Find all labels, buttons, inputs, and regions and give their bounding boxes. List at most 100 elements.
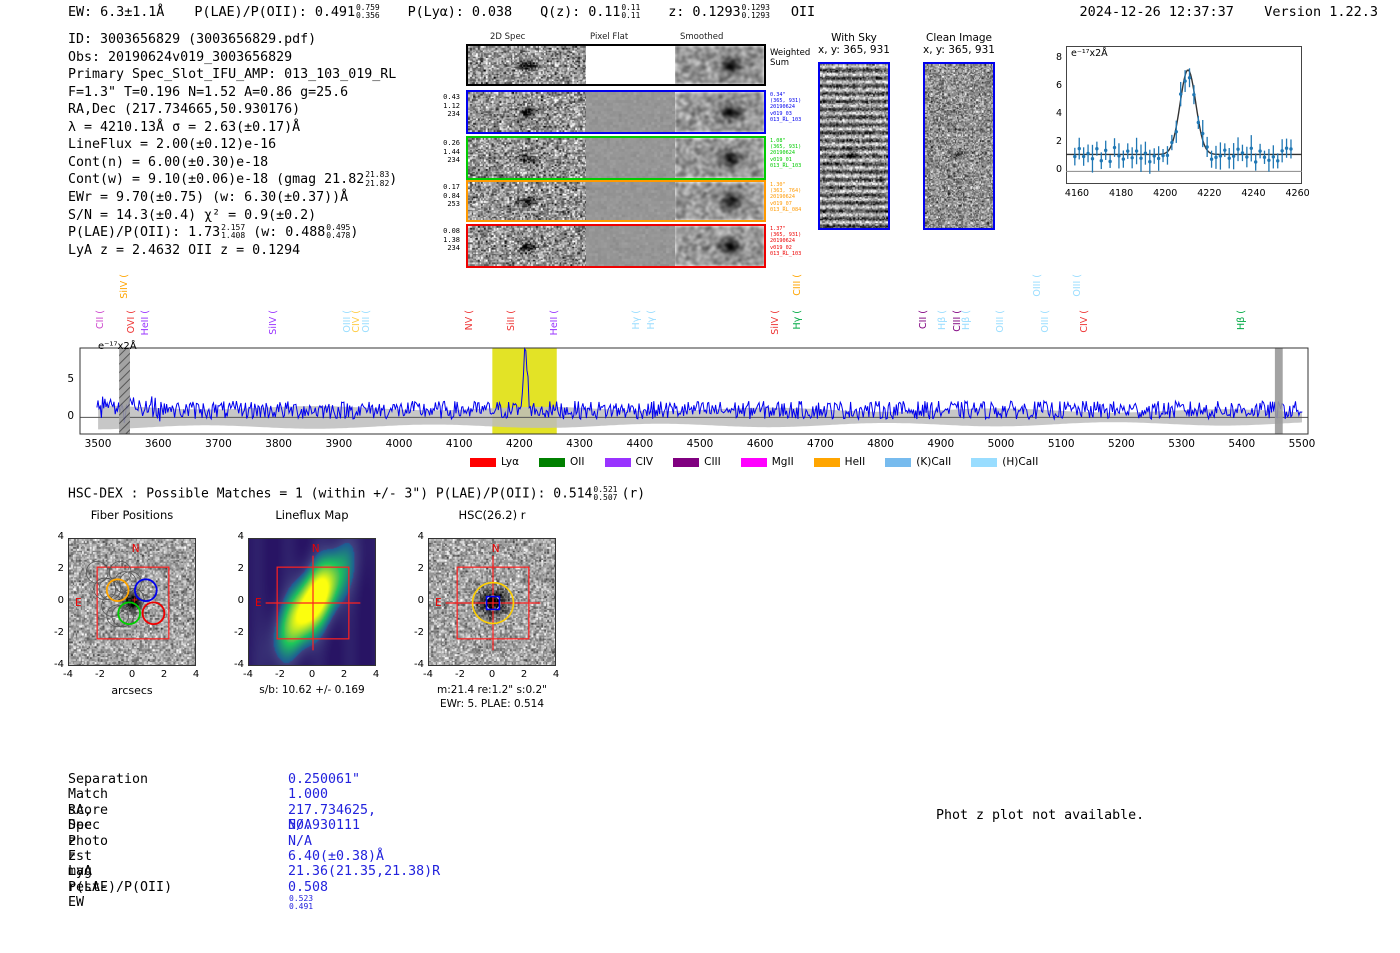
zoom-plot-xtick: 4260	[1285, 188, 1310, 199]
sky-panel-title: Clean Image	[925, 32, 993, 44]
legend-item: OII	[539, 456, 585, 468]
emission-line-label: Hβ (	[1235, 310, 1247, 330]
info-plae-upper: 2.157	[221, 223, 246, 233]
legend-item: (K)CaII	[885, 456, 951, 468]
spec2d-row	[466, 90, 766, 134]
full-spectrum-ytick: 5	[67, 372, 74, 385]
zoom-plot-ytick: 8	[1055, 51, 1062, 63]
spec2d-meta-line: 013_RL_103	[770, 162, 802, 169]
legend-item: HeII	[813, 456, 865, 468]
zoom-plot-axes	[1066, 46, 1302, 184]
with-sky-image	[818, 62, 890, 230]
full-spectrum-xtick: 3800	[265, 438, 292, 450]
legend-swatch	[885, 457, 912, 467]
info-plae-w-upper: 0.495	[326, 223, 351, 233]
zoom-plot-xtick: 4200	[1153, 188, 1178, 199]
weighted-sum-line: Weighted	[770, 48, 811, 58]
info-line-lambda: λ = 4210.13Å σ = 2.63(±0.17)Å	[68, 119, 301, 135]
legend-swatch	[470, 457, 496, 467]
emission-line-label: OIII (	[1072, 274, 1084, 297]
legend-swatch	[971, 457, 998, 467]
hsc-dex-heading-text: HSC-DEX : Possible Matches = 1 (within +…	[68, 486, 593, 502]
compass-north: N	[491, 543, 500, 555]
cutout-image-fiber-positions: + N E	[68, 538, 196, 666]
spec2d-row-stats: 0.43 1.12 234	[430, 93, 460, 119]
spec2d-cell-pixelflat	[586, 92, 676, 132]
sky-panel-caption: Clean Image x, y: 365, 931	[923, 32, 995, 56]
cutout-xtick: 2	[520, 669, 528, 680]
spec2d-stat-value: 0.08	[443, 227, 460, 235]
legend-swatch	[740, 457, 767, 467]
info-line-redshifts: LyA z = 2.4632 OII z = 0.1294	[68, 242, 301, 258]
match-value-lower: 0.491	[289, 902, 314, 912]
full-spectrum-xtick: 4200	[506, 438, 533, 450]
emission-line-label: SiII (	[506, 310, 518, 331]
legend-item: CIII	[673, 456, 721, 468]
cutout-xtick: 4	[552, 669, 560, 680]
zoom-plot-unit-label: e⁻¹⁷x2Å	[1071, 48, 1108, 59]
spec2d-meta-line: v019_07	[770, 200, 792, 207]
full-spectrum-xtick: 5500	[1288, 438, 1316, 450]
header-plya: P(Lyα): 0.038	[407, 4, 512, 21]
version-label: Version 1.22.3	[1264, 4, 1378, 20]
info-plae-text: P(LAE)/P(OII): 1.73	[68, 225, 221, 241]
timestamp: 2024-12-26 12:37:37	[1079, 4, 1234, 20]
zoom-plot-xtick: 4180	[1109, 188, 1134, 199]
match-value-upper: 0.523	[289, 894, 314, 904]
cutout-ytick: -2	[54, 627, 64, 638]
info-plae-w-text: (w: 0.488	[253, 225, 326, 241]
spec2d-cell-2dspec	[468, 138, 587, 178]
info-line-lineflux: LineFlux = 2.00(±0.12)e-16	[68, 137, 277, 153]
weighted-sum-line: Sum	[770, 58, 790, 68]
full-spectrum-xtick: 5300	[1168, 438, 1195, 450]
detection-info-block: ID: 3003656829 (3003656829.pdf) Obs: 201…	[68, 31, 397, 259]
compass-east: E	[75, 596, 82, 609]
spec2d-row-meta: 1.37" (365, 931) 20190624 v019_02 013_RL_103	[770, 226, 801, 257]
header-plae-upper: 0.759	[355, 3, 380, 12]
header-summary-line: EW: 6.3±1.1Å P(LAE)/P(OII): 0.491 0.759 0.…	[68, 3, 815, 21]
spec2d-stat-value: 234	[447, 156, 460, 165]
full-spectrum-xtick: 4900	[927, 438, 955, 450]
spec2d-cell-pixelflat	[586, 138, 676, 178]
header-timestamp-block: 2024-12-26 12:37:37 Version 1.22.3	[1079, 4, 1378, 20]
cutout-sublabel: m:21.4 re:1.2" s:0.2"	[437, 684, 547, 696]
spec2d-meta-line: 1.08"	[770, 138, 786, 144]
legend-item: (H)CaII	[971, 456, 1038, 468]
header-qz-upper: 0.11	[621, 3, 641, 12]
info-line-id: ID: 3003656829 (3003656829.pdf)	[68, 32, 317, 47]
full-spectrum-xtick: 3900	[325, 438, 353, 450]
spec2d-cell-smoothed	[675, 182, 764, 220]
emission-line-label: SiIV (	[268, 310, 280, 335]
emission-line-label: OIII (	[995, 310, 1006, 333]
legend-label: Lyα	[501, 456, 520, 468]
cutout-title: Lineflux Map	[275, 508, 349, 522]
cutout-title: Fiber Positions	[90, 508, 174, 522]
full-spectrum-unit-label: e⁻¹⁷x2Å	[98, 341, 137, 352]
cutout-ytick: 2	[57, 563, 64, 574]
emission-line-label: NV (	[464, 310, 476, 331]
header-plae-label: P(LAE)/P(OII):	[194, 4, 307, 21]
compass-east: E	[435, 596, 442, 609]
zoom-spectrum-plot: e⁻¹⁷x2Å 4160 4180 4200 4220 4240 4260 0 2 4 6 8	[1032, 46, 1312, 221]
svg-text:+: +	[132, 595, 138, 606]
spec2d-meta-line: 0.34"	[770, 92, 786, 98]
emission-line-label: CII (	[95, 310, 107, 329]
full-spectrum-xtick: 5100	[1047, 438, 1075, 450]
spec2d-row-meta: 1.30" (363, 764) 20190624 v019_07 013_RL_084	[770, 182, 801, 213]
full-spectrum-xtick: 4100	[445, 438, 473, 450]
spec2d-stat-value: 0.17	[443, 183, 460, 191]
zoom-plot-ytick: 4	[1055, 108, 1062, 119]
spec2d-meta-line: 1.37"	[770, 226, 786, 232]
cutout-ytick: 2	[417, 563, 424, 574]
match-table-key: Spec z	[68, 818, 101, 849]
full-spectrum-xtick: 4700	[807, 438, 834, 450]
spec2d-montage: 2D Spec Pixel Flat Smoothed 0.43 1.12 234 0…	[430, 32, 810, 268]
cutout-xtick: 0	[308, 669, 316, 680]
cutout-ytick: 0	[57, 595, 64, 606]
cutout-title: HSC(26.2) r	[458, 508, 526, 522]
cutout-xtick: 0	[488, 669, 496, 680]
full-spectrum-xtick: 5400	[1228, 438, 1256, 450]
cutout-ytick: -4	[54, 659, 64, 670]
spec2d-cell-2dspec	[468, 226, 587, 266]
